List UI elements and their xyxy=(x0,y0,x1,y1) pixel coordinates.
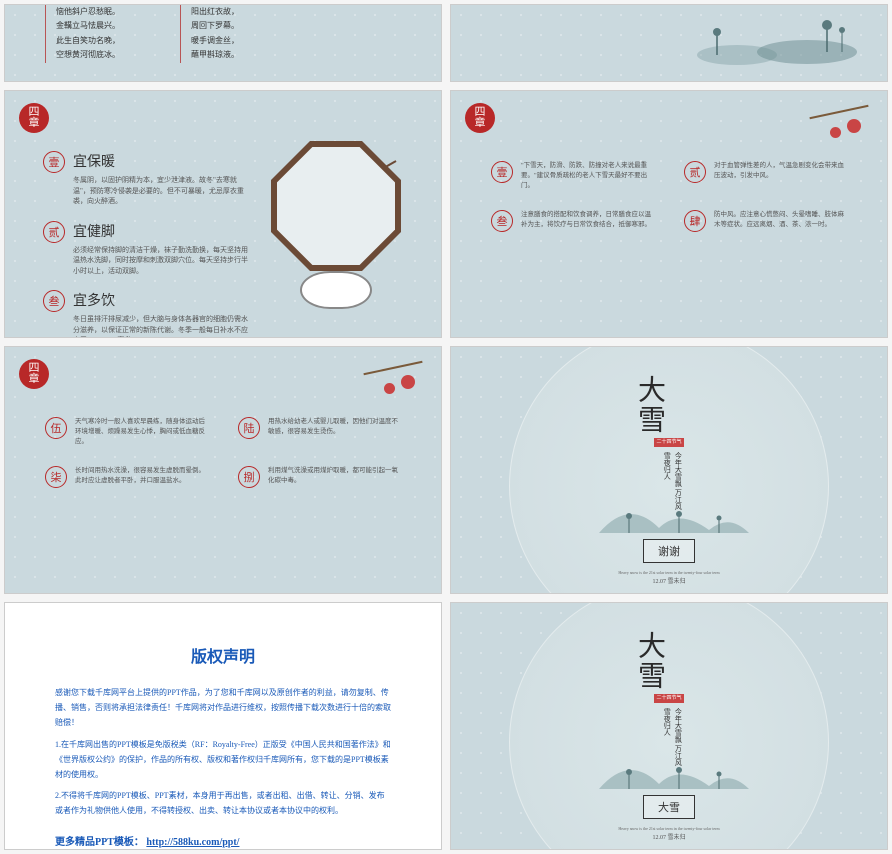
poem-col-2: 阳出红衣故， 周回下罗幕。 暖手调金丝， 蘸甲斟琼液。 xyxy=(180,5,239,63)
item-desc: 冬日虽排汗排尿减少，但大脑与身体各器官的细胞仍需水分滋养，以保证正常的新陈代谢。… xyxy=(73,314,253,338)
item-desc: 用热水给幼老人或婴儿取暖，因他们对温度不敏感，很容易发生烫伤。 xyxy=(268,417,401,437)
poem-line: 金鞲立马怯晨兴。 xyxy=(56,19,120,33)
date-label: 12.07 雪未归 xyxy=(652,832,685,841)
poem-line: 周回下罗幕。 xyxy=(191,19,239,33)
num-badge: 壹 xyxy=(491,161,513,183)
item-desc: 必须经常保持脚的清洁干燥，袜子勤洗勤换，每天坚持用温热水洗脚，同时按摩和刺激双脚… xyxy=(73,245,253,277)
red-bar: 二十四节气 xyxy=(654,694,684,703)
num-badge: 伍 xyxy=(45,417,67,439)
list-item: 贰 对于血管弹性差的人，气温急剧变化会带来血压波动，引发中风。 xyxy=(684,161,847,190)
list-item: 壹 宜保暖 冬属阴，以固护阴精为本，宜少泄津液。故冬"去寒就温"，预防寒冷侵袭是… xyxy=(43,151,253,207)
num-badge-3: 叁 xyxy=(43,290,65,312)
num-badge-2: 贰 xyxy=(43,221,65,243)
num-badge: 贰 xyxy=(684,161,706,183)
title-block: 大雪 二十四节气 xyxy=(629,375,709,450)
list-item: 贰 宜健脚 必须经常保持脚的清洁干燥，袜子勤洗勤换，每天坚持用温热水洗脚，同时按… xyxy=(43,221,253,277)
chapter-badge: 四 章 xyxy=(465,103,495,133)
item-desc: 长时间用热水洗澡，很容易发生虚脱而晕倒。此时应让虚脱者平卧，并口服温盐水。 xyxy=(75,466,208,486)
poem-line: 蘸甲斟琼液。 xyxy=(191,48,239,62)
num-badge: 捌 xyxy=(238,466,260,488)
list-item: 壹 "下雪天，防滑、防跌、防撞对老人来说最重要。"建议骨质疏松的老人下雪天最好不… xyxy=(491,161,654,190)
window-illustration-icon xyxy=(261,141,411,301)
list-item: 叁 注意膳食的搭配和饮食调养，日常膳食应以温补为主，将饮疗与日常饮食结合，抵御寒… xyxy=(491,210,654,232)
slide-8-cover: 大雪 二十四节气 今年大雪飘 万江风雪夜归人 大雪 Heavy snow is … xyxy=(450,602,888,850)
mountain-icon xyxy=(579,488,759,538)
poem-line: 暖手调金丝， xyxy=(191,34,239,48)
chapter-label: 章 xyxy=(29,374,40,385)
num-badge: 肆 xyxy=(684,210,706,232)
thanks-label: 谢谢 xyxy=(643,539,695,563)
mountain-icon xyxy=(579,744,759,794)
list-item: 捌 利用煤气洗澡或用煤炉取暖，都可能引起一氧化碳中毒。 xyxy=(238,466,401,488)
slide-6-thanks: 大雪 二十四节气 今年大雪飘 万江风雪夜归人 谢谢 Heavy snow is … xyxy=(450,346,888,594)
main-title: 大雪 xyxy=(629,631,669,691)
poem-line: 空想黄河彻底冰。 xyxy=(56,48,120,62)
poem-line: 恼他斜户忍愁眠。 xyxy=(56,5,120,19)
item-title: 宜保暖 xyxy=(73,151,253,171)
slide-5: 四 章 伍 天气寒冷时一般人喜欢早晨练，随身体运动后环境增暖、烦躁易发生心悸，胸… xyxy=(4,346,442,594)
slide-grid: 恼他斜户忍愁眠。 金鞲立马怯晨兴。 此生自笑功名晚， 空想黄河彻底冰。 阳出红衣… xyxy=(4,4,888,850)
slide-3: 四 章 壹 宜保暖 冬属阴，以固护阴精为本，宜少泄津液。故冬"去寒就温"，预防寒… xyxy=(4,90,442,338)
item-desc: "下雪天，防滑、防跌、防撞对老人来说最重要。"建议骨质疏松的老人下雪天最好不要出… xyxy=(521,161,654,190)
poem-columns: 恼他斜户忍愁眠。 金鞲立马怯晨兴。 此生自笑功名晚， 空想黄河彻底冰。 阳出红衣… xyxy=(45,5,239,63)
slide4-grid: 壹 "下雪天，防滑、防跌、防撞对老人来说最重要。"建议骨质疏松的老人下雪天最好不… xyxy=(491,161,847,232)
chapter-badge: 四 章 xyxy=(19,103,49,133)
slide3-list: 壹 宜保暖 冬属阴，以固护阴精为本，宜少泄津液。故冬"去寒就温"，预防寒冷侵袭是… xyxy=(43,151,253,338)
chapter-badge: 四 章 xyxy=(19,359,49,389)
item-desc: 天气寒冷时一般人喜欢早晨练，随身体运动后环境增暖、烦躁易发生心悸，胸闷或低血糖反… xyxy=(75,417,208,446)
item-title: 宜多饮 xyxy=(73,290,253,310)
lantern-icon xyxy=(799,99,869,149)
slide-4: 四 章 壹 "下雪天，防滑、防跌、防撞对老人来说最重要。"建议骨质疏松的老人下雪… xyxy=(450,90,888,338)
date-label: 12.07 雪未归 xyxy=(652,576,685,585)
copyright-block: 版权声明 感谢您下载千库网平台上提供的PPT作品，为了您和千库网以及原创作者的利… xyxy=(5,603,441,850)
title-block: 大雪 二十四节气 xyxy=(629,631,709,706)
en-subtitle: Heavy snow is the 21st solar term in the… xyxy=(618,570,719,575)
chapter-label: 章 xyxy=(475,118,486,129)
slide-7-copyright: 版权声明 感谢您下载千库网平台上提供的PPT作品，为了您和千库网以及原创作者的利… xyxy=(4,602,442,850)
item-title: 宜健脚 xyxy=(73,221,253,241)
list-item: 伍 天气寒冷时一般人喜欢早晨练，随身体运动后环境增暖、烦躁易发生心悸，胸闷或低血… xyxy=(45,417,208,446)
daxue-label: 大雪 xyxy=(643,795,695,819)
copyright-p1: 感谢您下载千库网平台上提供的PPT作品，为了您和千库网以及原创作者的利益，请勿复… xyxy=(55,685,391,731)
copyright-p2: 1.在千库网出售的PPT模板是免版税类（RF：Royalty-Free）正版受《… xyxy=(55,737,391,783)
num-badge: 柒 xyxy=(45,466,67,488)
list-item: 叁 宜多饮 冬日虽排汗排尿减少，但大脑与身体各器官的细胞仍需水分滋养，以保证正常… xyxy=(43,290,253,338)
item-desc: 注意膳食的搭配和饮食调养，日常膳食应以温补为主，将饮疗与日常饮食结合，抵御寒邪。 xyxy=(521,210,654,230)
copyright-p3: 2.不得将千库网的PPT模板、PPT素材，本身用于再出售，或者出租、出借、转让、… xyxy=(55,788,391,818)
en-subtitle: Heavy snow is the 21st solar term in the… xyxy=(618,826,719,831)
red-bar: 二十四节气 xyxy=(654,438,684,447)
item-desc: 冬属阴，以固护阴精为本，宜少泄津液。故冬"去寒就温"，预防寒冷侵袭是必要的。但不… xyxy=(73,175,253,207)
num-badge-1: 壹 xyxy=(43,151,65,173)
item-desc: 利用煤气洗澡或用煤炉取暖，都可能引起一氧化碳中毒。 xyxy=(268,466,401,486)
main-title: 大雪 xyxy=(629,375,669,435)
item-desc: 对于血管弹性差的人，气温急剧变化会带来血压波动，引发中风。 xyxy=(714,161,847,181)
ink-landscape-icon xyxy=(687,10,867,70)
copyright-link[interactable]: 更多精品PPT模板： http://588ku.com/ppt/ xyxy=(55,833,391,848)
copyright-title: 版权声明 xyxy=(55,643,391,667)
num-badge: 叁 xyxy=(491,210,513,232)
item-desc: 防中风。应注意心慌憋闷、头晕嗜睡、肢体麻木等症状。应远离烟、酒、茶、浓一时。 xyxy=(714,210,847,230)
poem-col-1: 恼他斜户忍愁眠。 金鞲立马怯晨兴。 此生自笑功名晚， 空想黄河彻底冰。 xyxy=(45,5,120,63)
list-item: 陆 用热水给幼老人或婴儿取暖，因他们对温度不敏感，很容易发生烫伤。 xyxy=(238,417,401,446)
bowl-icon xyxy=(300,271,372,309)
list-item: 肆 防中风。应注意心慌憋闷、头晕嗜睡、肢体麻木等症状。应远离烟、酒、茶、浓一时。 xyxy=(684,210,847,232)
slide-2-partial xyxy=(450,4,888,82)
chapter-label: 章 xyxy=(29,118,40,129)
poem-line: 此生自笑功名晚， xyxy=(56,34,120,48)
num-badge: 陆 xyxy=(238,417,260,439)
lantern-icon xyxy=(353,355,423,405)
slide-1-partial: 恼他斜户忍愁眠。 金鞲立马怯晨兴。 此生自笑功名晚， 空想黄河彻底冰。 阳出红衣… xyxy=(4,4,442,82)
list-item: 柒 长时间用热水洗澡，很容易发生虚脱而晕倒。此时应让虚脱者平卧，并口服温盐水。 xyxy=(45,466,208,488)
poem-line: 阳出红衣故， xyxy=(191,5,239,19)
slide5-grid: 伍 天气寒冷时一般人喜欢早晨练，随身体运动后环境增暖、烦躁易发生心悸，胸闷或低血… xyxy=(45,417,401,488)
